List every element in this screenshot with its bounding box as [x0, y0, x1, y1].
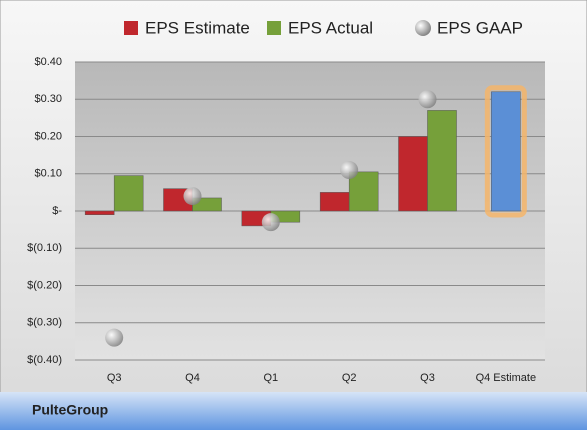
bar — [427, 110, 457, 212]
bar — [84, 210, 115, 215]
y-tick-label: $- — [52, 205, 62, 217]
gaap-marker — [261, 213, 280, 232]
gaap-marker — [183, 187, 202, 206]
y-tick-label: $0.30 — [34, 93, 62, 105]
y-tick-label: $0.40 — [34, 56, 62, 68]
legend-swatch — [124, 21, 138, 35]
legend-marker — [415, 20, 431, 36]
gaap-marker — [105, 328, 124, 347]
bar-highlight — [484, 85, 527, 218]
y-tick-label: $0.10 — [34, 168, 62, 180]
bar — [491, 91, 521, 212]
bar — [398, 136, 428, 212]
footer-band — [0, 392, 587, 430]
y-tick-label: $(0.20) — [27, 279, 62, 291]
y-tick-label: $0.20 — [34, 130, 62, 142]
bar — [113, 175, 144, 212]
bar — [348, 171, 379, 212]
legend-label: EPS Actual — [288, 18, 373, 37]
x-tick-label: Q3 — [420, 372, 435, 384]
bar — [319, 192, 350, 212]
legend-label: EPS GAAP — [437, 18, 523, 37]
x-tick-label: Q2 — [342, 372, 357, 384]
gaap-marker — [340, 161, 359, 180]
legend-swatch — [267, 21, 281, 35]
x-tick-label: Q4 Estimate — [476, 372, 537, 384]
gaap-marker — [418, 90, 437, 109]
company-label: PulteGroup — [32, 402, 108, 418]
y-tick-label: $(0.30) — [27, 317, 62, 329]
legend-label: EPS Estimate — [145, 18, 250, 37]
x-tick-label: Q3 — [107, 372, 122, 384]
y-tick-label: $(0.40) — [27, 354, 62, 366]
y-tick-label: $(0.10) — [27, 242, 62, 254]
x-tick-label: Q1 — [263, 372, 278, 384]
x-tick-label: Q4 — [185, 372, 200, 384]
